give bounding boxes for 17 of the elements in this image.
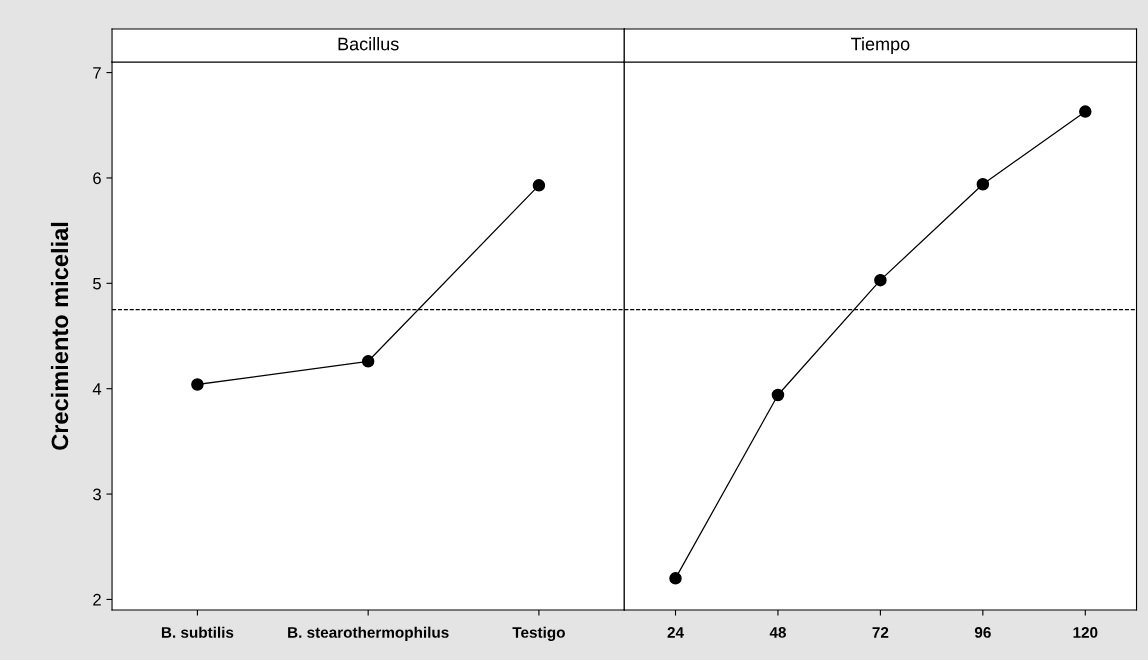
chart-title: Tiempo [851, 37, 910, 54]
x-tick-label: Testigo [512, 626, 565, 641]
x-tick-label: 72 [872, 627, 889, 638]
y-tick-label: 3 [93, 488, 101, 501]
x-tick-label: B. subtilis [161, 626, 234, 638]
x-tick-label: 24 [667, 627, 684, 638]
x-tick-label: 48 [769, 627, 786, 638]
y-tick-label: 5 [93, 277, 101, 290]
y-axis-title: Crecimiento micelial [50, 222, 69, 450]
x-tick-label: 120 [1073, 627, 1098, 638]
y-tick-label: 7 [93, 67, 101, 79]
chart-title: Bacillus [338, 37, 399, 51]
x-tick-label: B. stearothermophilus [288, 626, 449, 641]
y-tick-label: 4 [92, 383, 102, 395]
y-tick-label: 2 [93, 593, 101, 606]
x-tick-label: 96 [974, 627, 991, 638]
y-tick-label: 6 [93, 172, 101, 185]
